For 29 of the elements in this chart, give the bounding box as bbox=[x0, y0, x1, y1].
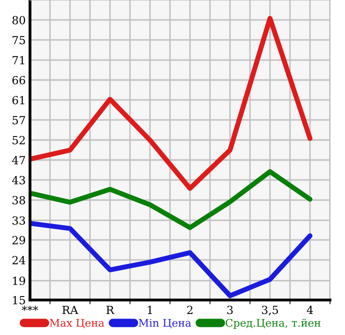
x-tick-label: 1 bbox=[148, 306, 152, 314]
legend-label: Сред.Цена, т.йен bbox=[226, 318, 321, 329]
y-tick-label: 24 bbox=[12, 256, 26, 264]
y-tick-label: 57 bbox=[12, 116, 26, 124]
y-tick-label: 52 bbox=[12, 136, 25, 144]
x-tick-label: *** bbox=[22, 306, 38, 311]
y-tick-label: 47 bbox=[12, 156, 26, 164]
y-tick-label: 66 bbox=[12, 76, 26, 84]
y-tick-label: 80 bbox=[12, 16, 26, 24]
y-tick-label: 33 bbox=[12, 216, 26, 225]
line-series bbox=[30, 16, 312, 191]
y-tick-label: 61 bbox=[12, 96, 24, 104]
y-tick-label: 19 bbox=[13, 276, 26, 286]
x-tick-label: 4 bbox=[306, 306, 313, 314]
y-tick-label: 38 bbox=[12, 196, 26, 204]
legend-label: Max Цена bbox=[50, 318, 104, 328]
y-tick-label: 75 bbox=[12, 36, 25, 44]
x-tick-label: 3 bbox=[227, 306, 233, 314]
line-series bbox=[30, 169, 312, 230]
x-tick-label: 3,5 bbox=[262, 306, 278, 316]
x-tick-label: R bbox=[106, 306, 114, 314]
legend-label: Min Цена bbox=[138, 318, 192, 328]
x-tick-label: 2 bbox=[187, 306, 192, 314]
y-tick-label: 43 bbox=[12, 176, 26, 184]
y-tick-label: 71 bbox=[12, 56, 24, 64]
x-tick-label: RA bbox=[62, 306, 78, 314]
line-series bbox=[30, 220, 312, 298]
y-tick-label: 29 bbox=[12, 236, 26, 244]
y-tick-label: 15 bbox=[13, 296, 25, 304]
